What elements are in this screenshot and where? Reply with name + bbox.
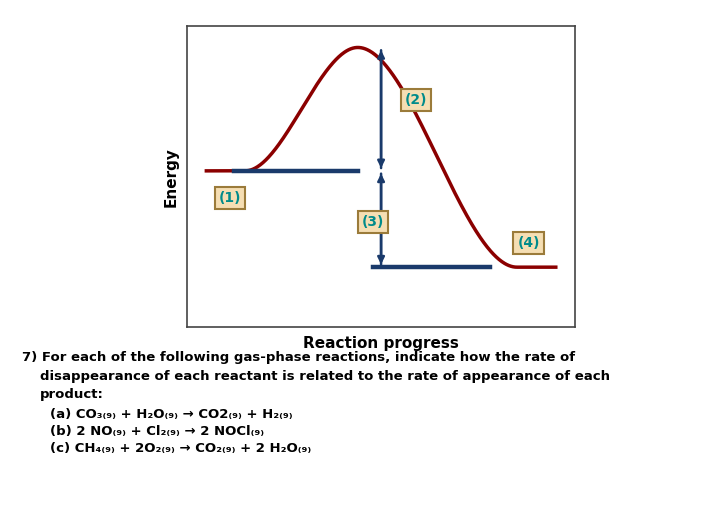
Text: product:: product:: [40, 388, 104, 401]
X-axis label: Reaction progress: Reaction progress: [303, 336, 459, 351]
Text: (a) CO₃₍₉₎ + H₂O₍₉₎ → CO2₍₉₎ + H₂₍₉₎: (a) CO₃₍₉₎ + H₂O₍₉₎ → CO2₍₉₎ + H₂₍₉₎: [50, 408, 293, 421]
Text: (2): (2): [405, 93, 427, 107]
Text: 7) For each of the following gas-phase reactions, indicate how the rate of: 7) For each of the following gas-phase r…: [22, 351, 574, 364]
Text: (1): (1): [219, 191, 241, 205]
Text: (3): (3): [362, 215, 385, 229]
Text: (b) 2 NO₍₉₎ + Cl₂₍₉₎ → 2 NOCl₍₉₎: (b) 2 NO₍₉₎ + Cl₂₍₉₎ → 2 NOCl₍₉₎: [50, 425, 265, 438]
Y-axis label: Energy: Energy: [164, 147, 178, 207]
Text: (4): (4): [518, 236, 540, 250]
Text: (c) CH₄₍₉₎ + 2O₂₍₉₎ → CO₂₍₉₎ + 2 H₂O₍₉₎: (c) CH₄₍₉₎ + 2O₂₍₉₎ → CO₂₍₉₎ + 2 H₂O₍₉₎: [50, 442, 311, 456]
Text: disappearance of each reactant is related to the rate of appearance of each: disappearance of each reactant is relate…: [40, 370, 610, 383]
